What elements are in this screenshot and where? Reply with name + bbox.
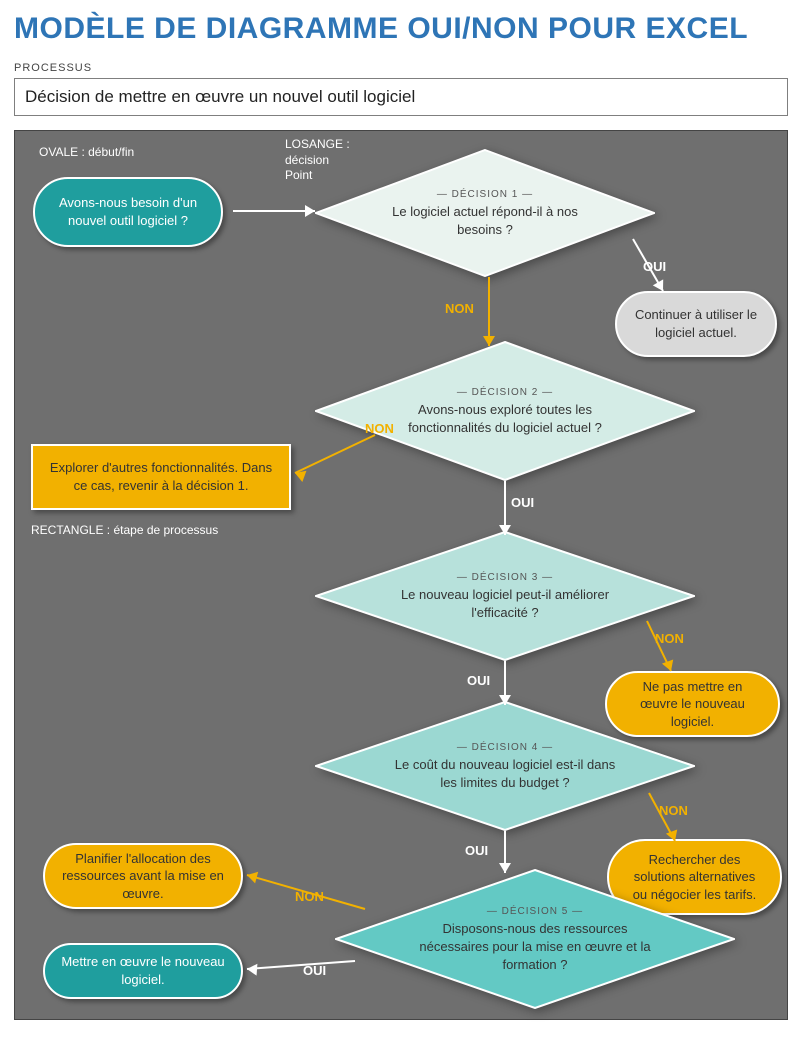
node-r_plan: Planifier l'allocation des ressources av…: [43, 843, 243, 909]
edge-label-yes: OUI: [303, 963, 326, 978]
node-d2: — DÉCISION 2 —Avons-nous exploré toutes …: [315, 341, 695, 481]
edge-label-no: NON: [365, 421, 394, 436]
page-title: MODÈLE DE DIAGRAMME OUI/NON POUR EXCEL: [14, 12, 788, 46]
flowchart-canvas: OVALE : début/fin LOSANGE : décision Poi…: [14, 130, 788, 1020]
node-d1: — DÉCISION 1 —Le logiciel actuel répond-…: [315, 149, 655, 277]
process-description: Décision de mettre en œuvre un nouvel ou…: [14, 78, 788, 116]
edge-label-yes: OUI: [467, 673, 490, 688]
node-d4: — DÉCISION 4 —Le coût du nouveau logicie…: [315, 701, 695, 831]
edge-label-no: NON: [445, 301, 474, 316]
legend-rect: RECTANGLE : étape de processus: [31, 523, 218, 539]
edge-label-no: NON: [659, 803, 688, 818]
edge-label-yes: OUI: [511, 495, 534, 510]
edge-label-yes: OUI: [643, 259, 666, 274]
node-start: Avons-nous besoin d'un nouvel outil logi…: [33, 177, 223, 247]
node-d5: — DÉCISION 5 —Disposons-nous des ressour…: [335, 869, 735, 1009]
edge-label-no: NON: [295, 889, 324, 904]
node-d3: — DÉCISION 3 —Le nouveau logiciel peut-i…: [315, 531, 695, 661]
node-r_impl: Mettre en œuvre le nouveau logiciel.: [43, 943, 243, 999]
edge-label-no: NON: [655, 631, 684, 646]
legend-oval: OVALE : début/fin: [39, 145, 134, 161]
node-rect_explore: Explorer d'autres fonctionnalités. Dans …: [31, 444, 291, 510]
edge-label-yes: OUI: [465, 843, 488, 858]
section-label: PROCESSUS: [14, 62, 788, 74]
